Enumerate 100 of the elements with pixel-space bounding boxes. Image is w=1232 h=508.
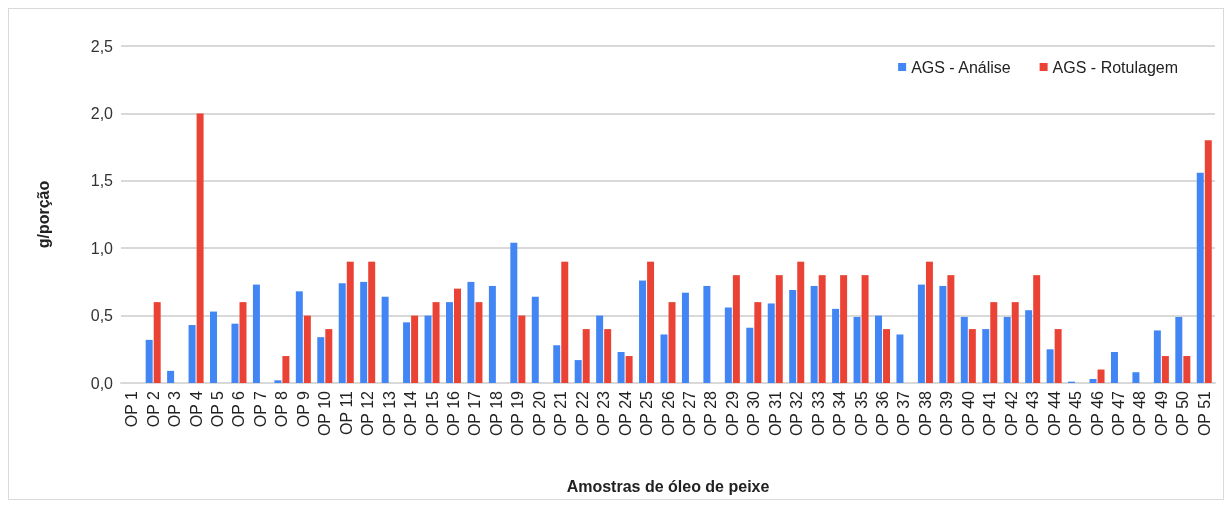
x-tick-label: OP 22 <box>573 390 591 437</box>
bar <box>582 329 590 383</box>
bar <box>432 302 440 383</box>
x-tick-label: OP 31 <box>766 390 784 437</box>
bar <box>681 292 689 383</box>
bar <box>1011 302 1019 383</box>
x-tick-label: OP 51 <box>1195 390 1213 437</box>
bar <box>596 315 604 383</box>
x-tick-label: OP 17 <box>466 390 484 437</box>
x-tick-label: OP 15 <box>423 390 441 437</box>
bar <box>797 261 805 383</box>
bar <box>861 275 869 383</box>
x-tick-label: OP 25 <box>638 390 656 437</box>
bar <box>403 322 411 383</box>
legend-label: AGS - Análise <box>911 58 1011 76</box>
y-tick-label: 2,5 <box>90 37 114 55</box>
x-tick-label: OP 4 <box>187 390 205 428</box>
x-tick-label: OP 39 <box>938 390 956 437</box>
bar <box>810 285 818 383</box>
legend-label: AGS - Rotulagem <box>1052 58 1179 76</box>
x-tick-label: OP 33 <box>809 390 827 437</box>
x-tick-label: OP 24 <box>616 390 634 437</box>
bar <box>561 261 569 383</box>
bar <box>454 288 461 383</box>
bar <box>1153 330 1161 383</box>
bar <box>488 285 496 383</box>
y-tick-label: 0,5 <box>90 307 114 325</box>
bar <box>767 303 775 383</box>
bar <box>360 281 368 383</box>
x-tick-label: OP 37 <box>895 390 913 437</box>
bar <box>467 281 475 383</box>
bar <box>1097 369 1105 383</box>
bar <box>668 302 676 383</box>
x-tick-label: OP 27 <box>680 390 698 437</box>
bar <box>1183 356 1191 383</box>
x-tick-label: OP 16 <box>444 390 462 437</box>
x-tick-label: OP 38 <box>916 390 934 437</box>
bar <box>960 316 968 383</box>
y-tick-label: 0,0 <box>90 374 114 392</box>
x-tick-label: OP 30 <box>745 390 763 437</box>
bar <box>153 302 161 383</box>
bar <box>553 345 561 383</box>
bar <box>818 275 826 383</box>
x-tick-label: OP 21 <box>552 390 570 437</box>
bar <box>145 339 153 383</box>
bar <box>990 302 998 383</box>
bar <box>724 307 732 383</box>
x-tick-label: OP 5 <box>209 390 227 428</box>
x-tick-label: OP 28 <box>702 390 720 437</box>
bar <box>445 302 453 383</box>
bar <box>531 296 539 383</box>
x-tick-label: OP 50 <box>1174 390 1192 437</box>
bar <box>274 380 282 383</box>
x-tick-label: OP 11 <box>337 390 355 435</box>
bar <box>196 113 204 383</box>
x-tick-label: OP 48 <box>1131 390 1149 437</box>
bar <box>746 327 754 383</box>
bar <box>604 329 612 383</box>
x-tick-label: OP 32 <box>788 390 806 437</box>
x-tick-label: OP 47 <box>1109 390 1127 437</box>
y-axis-title: g/porção <box>34 180 52 249</box>
bar <box>1175 316 1183 383</box>
bar <box>982 329 990 383</box>
bar <box>939 285 947 383</box>
bar <box>789 289 797 383</box>
x-tick-label: OP 44 <box>1045 390 1063 437</box>
bar <box>840 275 848 383</box>
bar <box>1054 329 1062 383</box>
x-tick-label: OP 14 <box>402 390 420 437</box>
x-tick-label: OP 23 <box>595 390 613 437</box>
x-tick-label: OP 10 <box>316 390 334 437</box>
bar <box>853 316 861 383</box>
x-tick-label: OP 45 <box>1067 390 1085 437</box>
x-tick-label: OP 6 <box>230 390 248 428</box>
bar <box>303 315 311 383</box>
bar <box>424 315 432 383</box>
x-tick-label: OP 1 <box>123 390 141 428</box>
bar <box>883 329 891 383</box>
x-axis-title: Amostras de óleo de peixe <box>566 477 770 495</box>
x-tick-label: OP 34 <box>831 390 849 437</box>
bar <box>368 261 376 383</box>
bar <box>947 275 955 383</box>
bar <box>317 337 325 383</box>
bar <box>1003 316 1011 383</box>
bar <box>475 302 483 383</box>
bar <box>1025 310 1033 383</box>
bar <box>968 329 976 383</box>
bar <box>925 261 933 383</box>
bar <box>411 315 419 383</box>
bar <box>325 329 333 383</box>
x-tick-label: OP 41 <box>981 390 999 437</box>
bar <box>282 356 290 383</box>
bar <box>338 283 346 383</box>
bar <box>167 370 175 383</box>
bar <box>917 284 925 383</box>
x-tick-label: OP 13 <box>380 390 398 437</box>
x-tick-label: OP 8 <box>273 390 291 428</box>
bar <box>617 352 625 383</box>
x-tick-label: OP 12 <box>359 390 377 437</box>
x-tick-label: OP 43 <box>1024 390 1042 437</box>
